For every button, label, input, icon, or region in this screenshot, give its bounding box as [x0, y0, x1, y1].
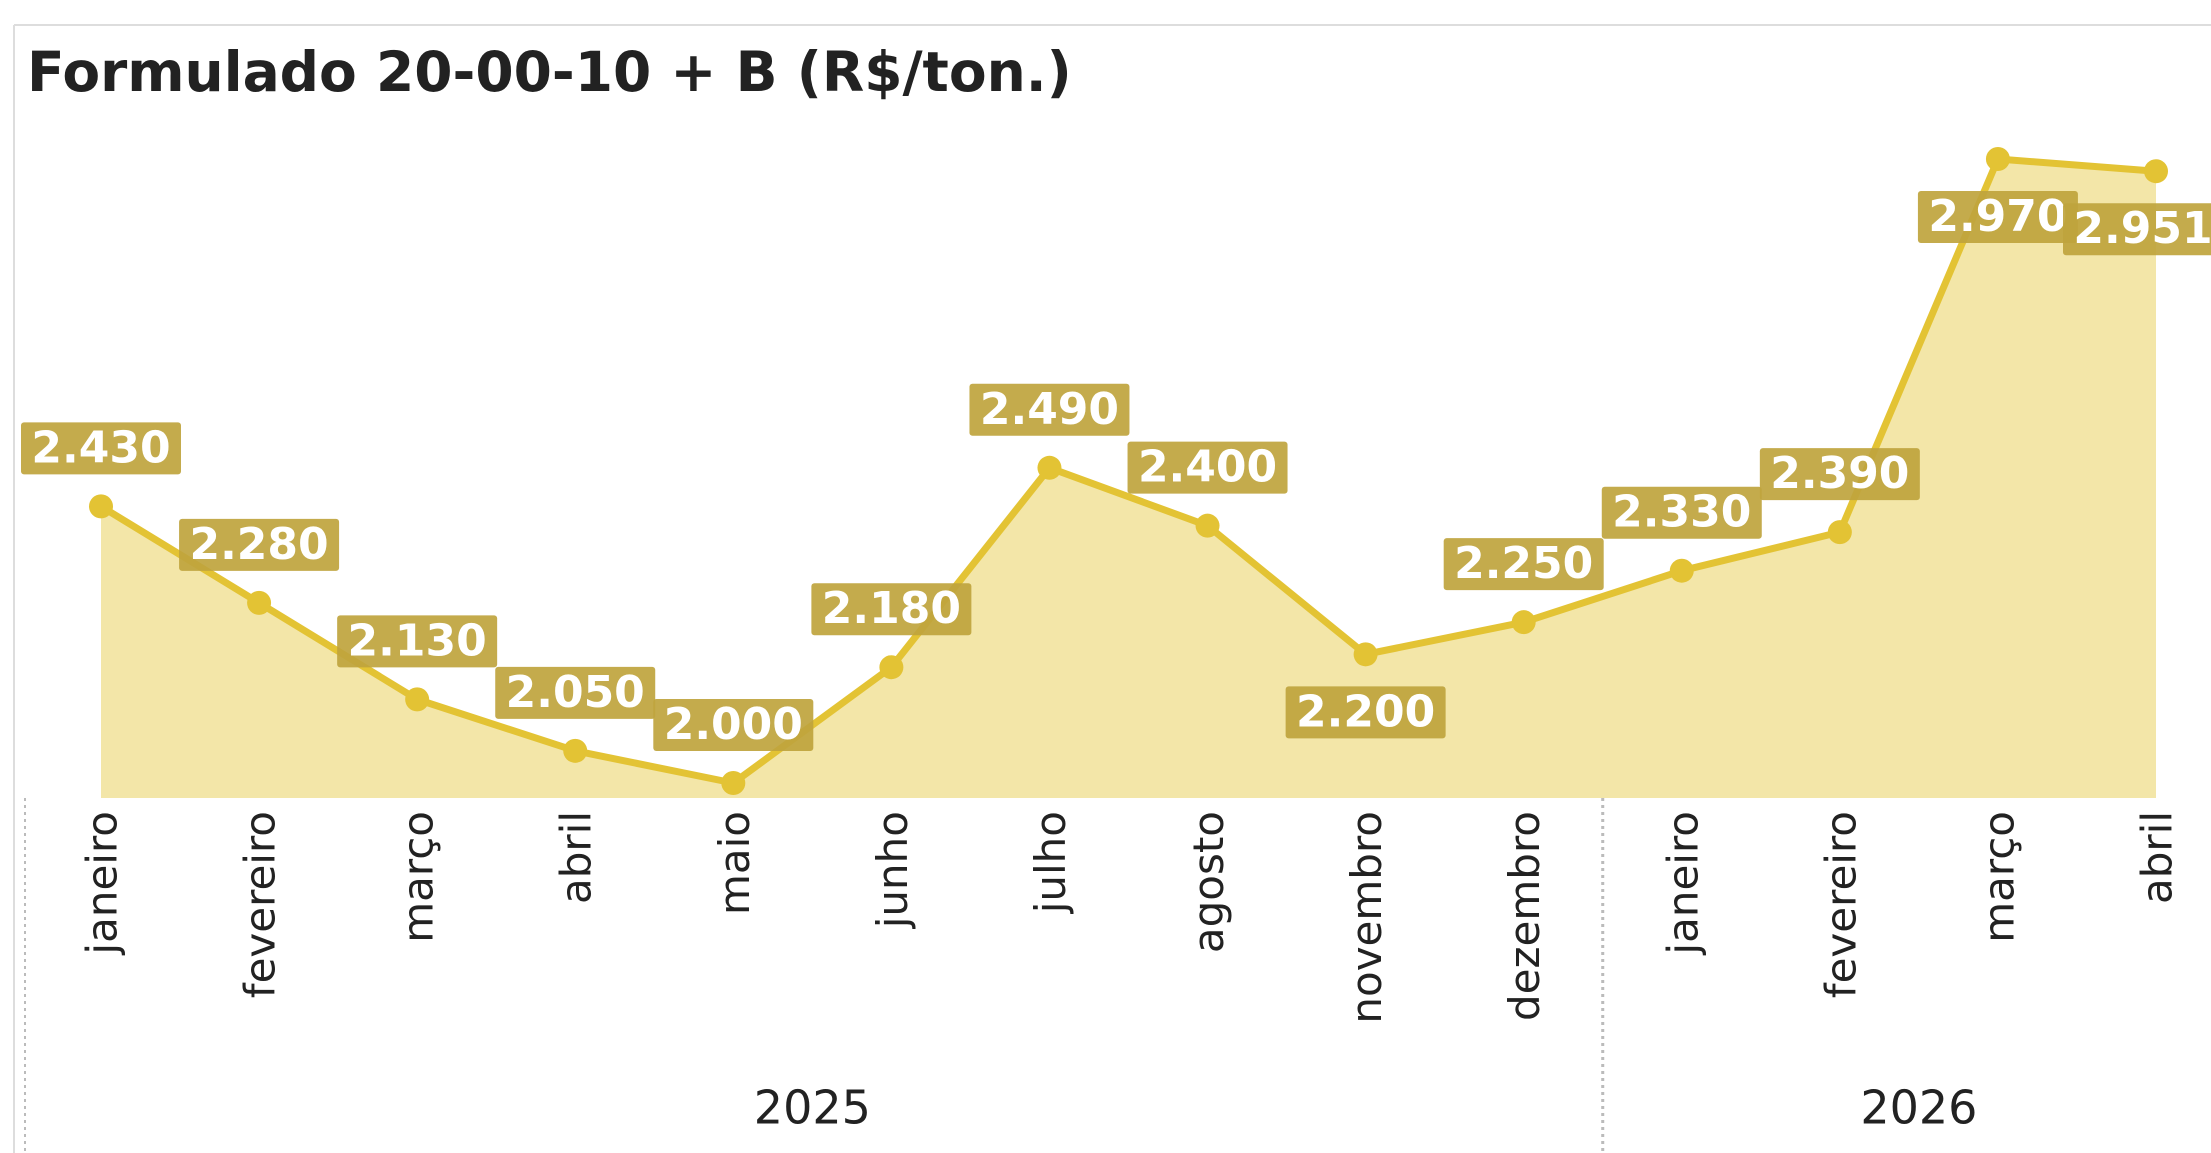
point [1353, 642, 1378, 667]
data-label: 2.400 [1127, 441, 1288, 494]
point [2144, 159, 2168, 184]
data-label: 2.490 [969, 383, 1130, 436]
point [405, 687, 430, 712]
point [247, 590, 272, 615]
data-label: 2.970 [1917, 191, 2078, 243]
data-label-box [969, 383, 1130, 436]
data-label-box [653, 699, 814, 751]
data-label-box [21, 422, 181, 475]
point [721, 771, 746, 795]
data-label-box [1917, 191, 2078, 243]
x-tick-label: maio [710, 811, 759, 915]
data-label-box [1443, 538, 1604, 591]
data-label-text: 2.951 [2073, 203, 2211, 254]
data-label-text: 2.430 [31, 422, 170, 473]
x-tick-label: fevereiro [236, 811, 285, 998]
data-label-box [1759, 448, 1920, 501]
point [1195, 513, 1220, 538]
data-label-text: 2.400 [1138, 442, 1277, 493]
group-label: 2025 [754, 1081, 871, 1135]
point [1511, 610, 1536, 635]
data-label: 2.951 [2063, 203, 2211, 256]
data-label-text: 2.000 [664, 699, 803, 750]
data-label-text: 2.330 [1612, 487, 1751, 538]
data-label: 2.000 [653, 699, 814, 751]
data-label: 2.050 [495, 666, 656, 719]
x-tick-label: dezembro [1500, 811, 1549, 1021]
x-tick-label: abril [2133, 811, 2182, 904]
data-label: 2.180 [811, 583, 972, 636]
data-label: 2.430 [21, 422, 181, 475]
x-tick-label: julho [1026, 811, 1075, 914]
data-label-text: 2.250 [1454, 538, 1593, 589]
data-label-box [811, 583, 972, 636]
x-tick-label: abril [552, 811, 601, 904]
x-tick-label: novembro [1342, 811, 1391, 1024]
data-label-text: 2.490 [980, 384, 1119, 435]
data-label-box [179, 518, 340, 571]
point [879, 655, 904, 680]
data-label-text: 2.180 [822, 583, 961, 634]
data-label-box [495, 666, 656, 719]
x-tick-label: agosto [1184, 811, 1233, 953]
data-label: 2.330 [1601, 486, 1762, 539]
data-label-text: 2.050 [506, 667, 645, 718]
point [563, 738, 588, 763]
data-label-box [1601, 486, 1762, 539]
line [99, 155, 2157, 787]
x-tick-label: junho [868, 811, 917, 929]
point [1669, 558, 1694, 583]
data-label-text: 2.390 [1770, 448, 1909, 499]
x-tick-label: janeiro [78, 811, 127, 956]
data-label-text: 2.200 [1296, 686, 1435, 737]
data-label-box [1285, 686, 1446, 739]
data-label: 2.130 [337, 615, 498, 668]
data-label: 2.250 [1443, 538, 1604, 591]
x-tick-label: março [394, 811, 443, 943]
data-label: 2.280 [179, 518, 340, 571]
data-label-text: 2.280 [189, 519, 328, 570]
data-label-text: 2.970 [1928, 191, 2067, 242]
point [1827, 520, 1852, 545]
data-label-box [2063, 203, 2211, 256]
point [1985, 147, 2010, 171]
area [101, 159, 2156, 798]
x-tick-label: fevereiro [1816, 811, 1865, 998]
group-label: 2026 [1860, 1081, 1977, 1135]
point [1037, 455, 1062, 480]
point [89, 494, 113, 519]
x-tick-label: março [1974, 811, 2023, 943]
data-label-text: 2.130 [348, 615, 487, 666]
data-label-box [337, 615, 498, 668]
data-label: 2.200 [1285, 686, 1446, 739]
data-label-box [1127, 441, 1288, 494]
data-label: 2.390 [1759, 448, 1920, 501]
chart-title: Formulado 20-00-10 + B (R$/ton.) [27, 40, 1072, 104]
x-tick-label: janeiro [1658, 811, 1707, 956]
